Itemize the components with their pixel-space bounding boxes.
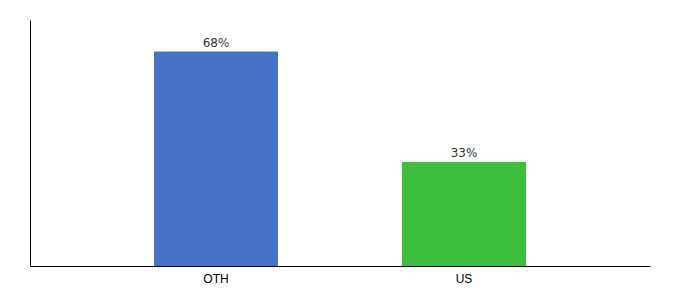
x-tick-label: OTH [203, 272, 228, 286]
plot: OTH US 68% 33% [31, 21, 651, 287]
x-tick-label: US [456, 272, 473, 286]
y-axis [30, 21, 31, 267]
y-axis-line [30, 21, 31, 267]
bars [154, 52, 526, 266]
data-label: 68% [203, 36, 230, 50]
x-tick: OTH [203, 272, 228, 286]
data-labels: 68% 33% [203, 36, 478, 160]
x-axis-line [31, 266, 651, 267]
x-tick: US [456, 272, 473, 286]
data-label: 33% [451, 146, 478, 160]
x-axis: OTH US [31, 267, 651, 287]
bar [402, 162, 526, 266]
bar [154, 52, 278, 266]
chart: OTH US 68% 33% [0, 0, 680, 300]
